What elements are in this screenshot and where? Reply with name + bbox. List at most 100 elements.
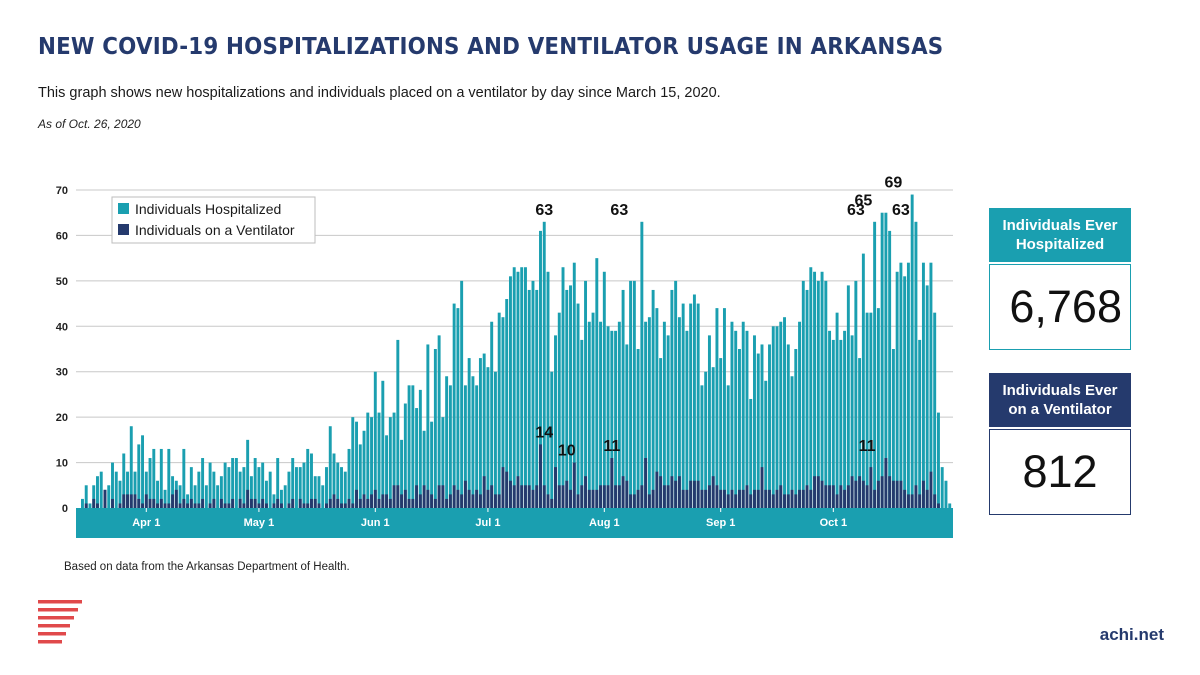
- chart-legend[interactable]: Individuals Hospitalized Individuals on …: [111, 196, 316, 244]
- bar-hospitalized: [662, 321, 666, 508]
- bar-ventilator: [441, 485, 445, 508]
- bar-ventilator: [614, 485, 618, 508]
- bar-ventilator: [478, 494, 482, 508]
- bar-hospitalized: [370, 417, 374, 508]
- as-of-date: As of Oct. 26, 2020: [38, 117, 141, 131]
- bar-hospitalized: [385, 435, 389, 508]
- bar-hospitalized: [677, 317, 681, 508]
- bar-hospitalized: [707, 335, 711, 508]
- bar-hospitalized: [118, 480, 122, 508]
- y-axis-tick-labels: 0 10 20 30 40 50 60 70: [56, 185, 68, 515]
- bar-ventilator: [126, 494, 129, 508]
- bar-ventilator: [899, 480, 903, 508]
- bar-ventilator: [531, 489, 535, 508]
- bar-hospitalized: [546, 271, 550, 508]
- bar-hospitalized: [876, 308, 880, 508]
- x-axis-tick-labels: Apr 1 May 1 Jun 1 Jul 1 Aug 1 Sep 1 Oct 1: [132, 508, 847, 529]
- bar-ventilator: [96, 503, 99, 508]
- bar-ventilator: [328, 498, 332, 508]
- bar-hospitalized: [858, 358, 862, 508]
- bar-ventilator: [685, 489, 689, 508]
- bar-hospitalized: [497, 312, 501, 508]
- bar-ventilator: [141, 503, 144, 508]
- bar-hospitalized: [741, 321, 745, 508]
- bar-hospitalized: [918, 339, 922, 508]
- bar-ventilator: [861, 480, 865, 508]
- bar-ventilator: [212, 498, 216, 508]
- bar-ventilator: [208, 503, 212, 508]
- bar-ventilator: [756, 489, 760, 508]
- bar-ventilator: [433, 498, 437, 508]
- bar-ventilator: [565, 480, 569, 508]
- bar-hospitalized: [512, 267, 516, 508]
- bar-hospitalized: [591, 312, 595, 508]
- bar-hospitalized: [148, 458, 152, 508]
- bar-ventilator: [129, 494, 133, 508]
- bar-ventilator: [388, 498, 392, 508]
- bar-ventilator: [486, 489, 490, 508]
- bar-ventilator: [92, 498, 96, 508]
- x-tick-label: May 1: [244, 517, 275, 529]
- bar-ventilator: [670, 476, 674, 508]
- bar-hospitalized: [903, 276, 907, 508]
- bar-hospitalized: [189, 467, 193, 508]
- bar-ventilator: [719, 489, 723, 508]
- bar-hospitalized: [430, 421, 434, 508]
- bar-ventilator: [884, 458, 888, 508]
- bar-ventilator: [569, 489, 572, 508]
- bar-hospitalized: [696, 303, 700, 508]
- bar-hospitalized: [415, 408, 419, 508]
- bar-ventilator: [869, 467, 873, 508]
- bar-ventilator: [148, 498, 152, 508]
- bar-ventilator: [197, 503, 201, 508]
- bar-hospitalized: [234, 458, 238, 508]
- bar-hospitalized: [764, 380, 768, 508]
- bar-ventilator: [343, 503, 347, 508]
- bar-ventilator: [527, 485, 531, 508]
- bar-ventilator: [178, 503, 182, 508]
- bar-ventilator: [381, 494, 385, 508]
- bar-ventilator: [843, 489, 847, 508]
- bar-ventilator: [249, 498, 253, 508]
- bar-hospitalized: [445, 376, 449, 508]
- bar-hospitalized: [786, 344, 790, 508]
- bar-ventilator: [152, 498, 156, 508]
- bar-ventilator: [647, 494, 651, 508]
- bar-hospitalized: [366, 412, 370, 508]
- bar-ventilator: [133, 494, 137, 508]
- bar-ventilator: [914, 485, 918, 508]
- bar-ventilator: [377, 498, 381, 508]
- bar-ventilator: [460, 494, 464, 508]
- bar-hospitalized: [944, 480, 948, 508]
- bar-hospitalized: [846, 285, 850, 508]
- bar-ventilator: [760, 467, 764, 508]
- bar-hospitalized: [595, 258, 599, 508]
- bar-ventilator: [276, 498, 280, 508]
- bar-ventilator: [662, 485, 666, 508]
- bar-ventilator: [794, 494, 798, 508]
- bar-hospitalized: [760, 344, 764, 508]
- bar-ventilator: [490, 485, 494, 508]
- stat-value-hospitalized: 6,768: [989, 264, 1131, 350]
- bar-hospitalized: [749, 398, 753, 508]
- bar-hospitalized: [362, 430, 366, 508]
- bar-hospitalized: [122, 453, 126, 508]
- bar-ventilator: [512, 485, 516, 508]
- footer-brand-link[interactable]: achi.net: [1099, 625, 1164, 644]
- bar-ventilator: [816, 476, 820, 508]
- bar-hospitalized: [550, 371, 554, 508]
- bar-hospitalized: [873, 221, 877, 509]
- bar-ventilator: [933, 494, 937, 508]
- bar-ventilator: [677, 476, 681, 508]
- bar-hospitalized: [336, 462, 340, 508]
- bar-hospitalized: [426, 344, 430, 508]
- bar-hospitalized: [257, 467, 261, 508]
- bar-ventilator: [606, 485, 610, 508]
- bar-ventilator: [163, 503, 167, 508]
- bar-ventilator: [306, 503, 310, 508]
- bar-hospitalized: [948, 503, 952, 508]
- bar-hospitalized: [212, 471, 216, 508]
- bar-hospitalized: [561, 267, 565, 508]
- x-tick-label: Sep 1: [706, 517, 735, 529]
- bar-hospitalized: [929, 262, 933, 508]
